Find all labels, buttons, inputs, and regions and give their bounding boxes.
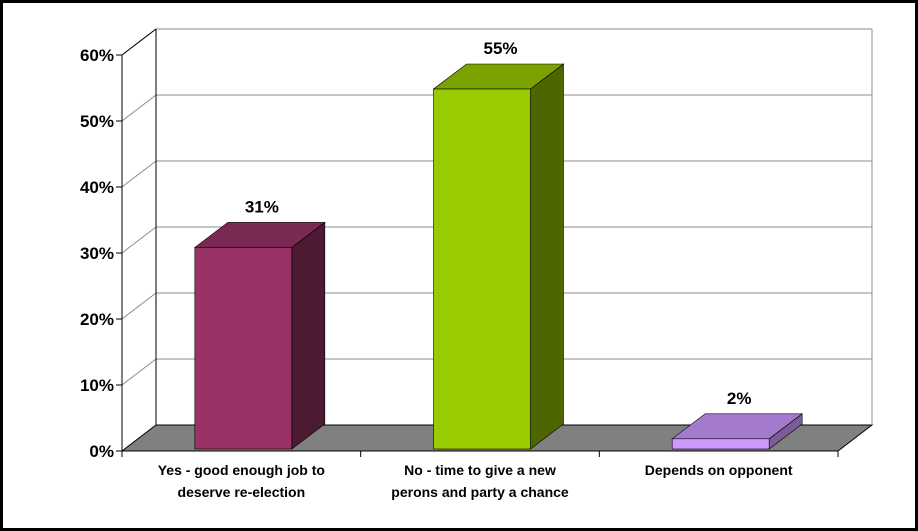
bar-side <box>291 221 326 450</box>
bar <box>671 438 770 450</box>
x-tick-label-line: Depends on opponent <box>645 462 793 478</box>
x-tick-label: Depends on opponent <box>645 462 793 478</box>
data-label: 2% <box>727 389 752 408</box>
gridline-side <box>121 292 157 320</box>
bar-side <box>530 63 564 450</box>
gridline-side <box>121 160 157 188</box>
gridline-side <box>121 226 157 254</box>
data-label: 31% <box>245 197 279 216</box>
x-tick-label: No - time to give a new perons and party … <box>391 462 569 500</box>
bar <box>433 88 531 450</box>
y-tick-label: 20% <box>80 310 114 329</box>
y-tick-label: 40% <box>80 178 114 197</box>
x-tick-label-line: deserve re-election <box>178 484 306 500</box>
x-tick-label-line: No - time to give a new <box>404 462 556 478</box>
y-tick-label: 50% <box>80 112 114 131</box>
gridline-side <box>121 358 157 386</box>
y-tick-label: 0% <box>89 442 114 461</box>
x-tick-label: Yes - good enough job to deserve re-elect… <box>158 462 325 500</box>
x-tick-label-line: perons and party a chance <box>391 484 569 500</box>
y-tick-label: 30% <box>80 244 114 263</box>
y-tick-label: 10% <box>80 376 114 395</box>
bar <box>194 247 293 450</box>
x-tick-label-line: Yes - good enough job to <box>158 462 325 478</box>
y-tick-label: 60% <box>80 46 114 65</box>
data-label: 55% <box>483 39 517 58</box>
gridline-side <box>121 94 157 122</box>
y-axis-top <box>121 28 157 56</box>
